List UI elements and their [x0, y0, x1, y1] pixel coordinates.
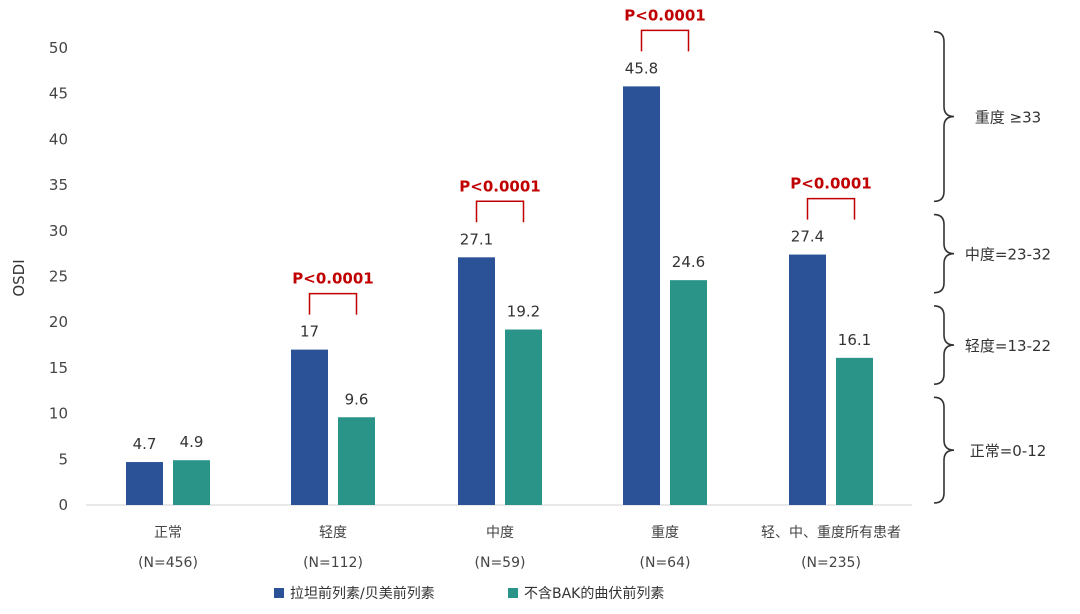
severity-range-label: 轻度=13-22: [965, 337, 1051, 355]
significance-bracket: [640, 29, 690, 52]
significance-bracket: [475, 200, 525, 223]
category-n-label: (N=64): [640, 555, 691, 571]
y-tick-label: 25: [49, 268, 68, 286]
bar: [173, 460, 210, 505]
legend-label: 不含BAK的曲伏前列素: [524, 585, 664, 602]
y-tick-label: 0: [58, 496, 68, 514]
value-labels-layer: 4.7 17 27.1 45.8 27.4 4.9 9.6 19.2 24.6 16.1: [133, 59, 872, 453]
severity-brace: [933, 396, 955, 504]
category-label: 正常: [154, 525, 182, 541]
p-value-label: P<0.0001: [459, 177, 540, 195]
y-tick-label: 30: [49, 222, 68, 240]
y-tick-label: 10: [49, 405, 68, 423]
data-label: 4.7: [133, 435, 157, 453]
y-tick-label: 5: [58, 450, 68, 468]
bar: [338, 417, 375, 505]
category-n-label: (N=59): [475, 555, 526, 571]
data-label: 19.2: [507, 303, 540, 321]
category-label: 轻度: [319, 525, 347, 541]
y-axis-ticks: 0 5 10 15 20 25 30 35 40 45 50: [49, 39, 68, 514]
severity-range-label: 重度 ≥33: [975, 109, 1041, 127]
severity-brace: [933, 30, 955, 203]
p-value-label: P<0.0001: [292, 270, 373, 288]
significance-bracket: [308, 292, 358, 315]
data-label: 17: [300, 323, 319, 341]
bar: [126, 462, 163, 505]
bar: [623, 86, 660, 505]
y-tick-label: 50: [49, 39, 68, 57]
severity-brace: [933, 305, 955, 385]
significance-bracket: [806, 197, 856, 220]
legend: 拉坦前列素/贝美前列素 不含BAK的曲伏前列素: [274, 585, 664, 602]
bar: [670, 280, 707, 505]
bar: [505, 329, 542, 505]
severity-range-label: 中度=23-32: [965, 246, 1051, 264]
category-label: 重度: [651, 525, 679, 541]
severity-brace: [933, 213, 955, 294]
bar: [789, 254, 826, 505]
legend-swatch: [508, 588, 518, 598]
data-label: 9.6: [345, 390, 369, 408]
bars-layer: [126, 86, 873, 505]
data-label: 16.1: [838, 331, 871, 349]
data-label: 27.4: [791, 228, 824, 246]
p-value-label: P<0.0001: [790, 175, 871, 193]
y-axis-label: OSDI: [10, 259, 28, 296]
bar: [291, 349, 328, 505]
category-label: 轻、中、重度所有患者: [761, 525, 901, 541]
p-value-label: P<0.0001: [624, 6, 705, 24]
data-label: 4.9: [180, 433, 204, 451]
y-tick-label: 20: [49, 313, 68, 331]
legend-swatch: [274, 588, 284, 598]
severity-range-label: 正常=0-12: [970, 442, 1047, 460]
bar: [458, 257, 495, 505]
data-label: 45.8: [625, 59, 658, 77]
y-tick-label: 40: [49, 130, 68, 148]
data-label: 27.1: [460, 230, 493, 248]
severity-braces-layer: 重度 ≥33 中度=23-32 轻度=13-22 正常=0-12: [933, 30, 1051, 504]
bar: [836, 357, 873, 505]
category-n-label: (N=235): [801, 555, 861, 571]
y-tick-label: 45: [49, 85, 68, 103]
category-label: 中度: [486, 525, 514, 541]
y-tick-label: 15: [49, 359, 68, 377]
significance-layer: P<0.0001 P<0.0001 P<0.0001 P<0.0001: [292, 6, 872, 315]
category-labels-layer: 正常 (N=456) 轻度 (N=112) 中度 (N=59) 重度 (N=64) 轻、中、重度…: [138, 525, 901, 571]
category-n-label: (N=112): [303, 555, 363, 571]
legend-label: 拉坦前列素/贝美前列素: [290, 585, 435, 602]
y-tick-label: 35: [49, 176, 68, 194]
data-label: 24.6: [672, 253, 705, 271]
category-n-label: (N=456): [138, 555, 198, 571]
